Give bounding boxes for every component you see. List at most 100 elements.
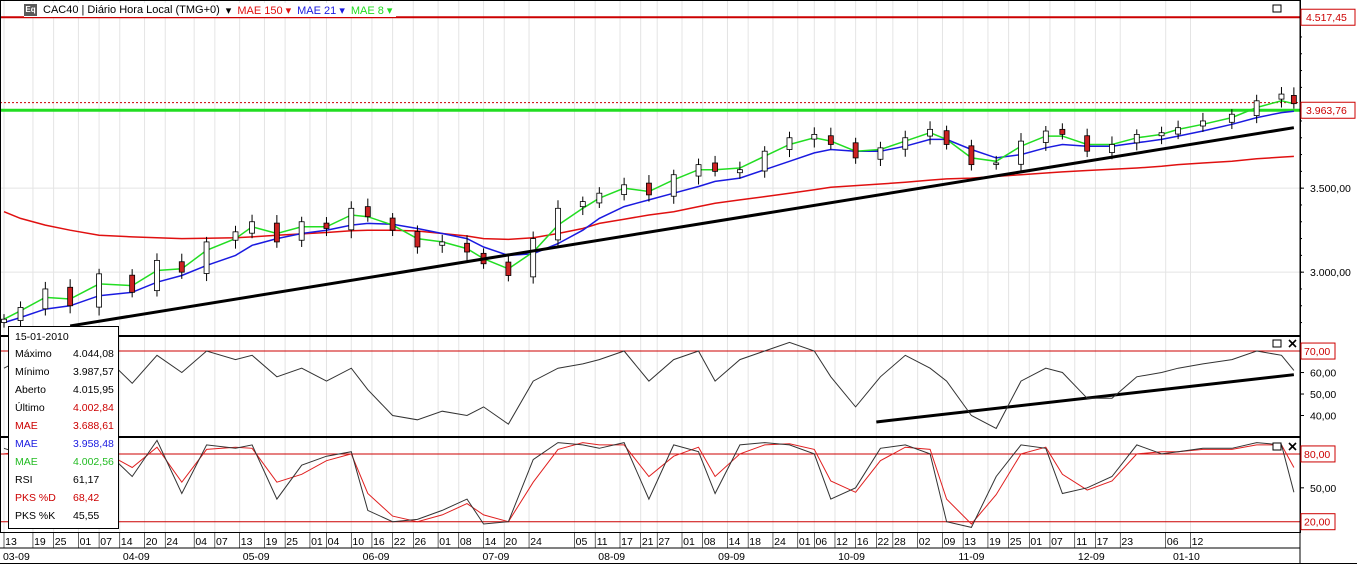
- x-day-label: 20: [505, 536, 517, 548]
- x-day-label: 14: [729, 536, 741, 548]
- x-day-label: 04: [195, 536, 207, 548]
- pks-k-line: [3, 439, 1295, 528]
- price-label-box: [1300, 8, 1356, 26]
- x-day-label: 13: [5, 536, 17, 548]
- rsi-trendline[interactable]: [876, 373, 1295, 424]
- info-row-maximo: Máximo 4.044,08: [15, 348, 114, 360]
- candle-body: [695, 164, 702, 177]
- maximize-panel-icon[interactable]: [1272, 339, 1282, 348]
- info-row-minimo: Mínimo 3.987,57: [15, 366, 114, 378]
- indicator-mae-21[interactable]: MAE 21 ▾: [297, 4, 345, 17]
- candle-body: [1158, 132, 1165, 137]
- rsi-tick-label: 40,00: [1310, 411, 1336, 423]
- trendlines[interactable]: [69, 126, 1295, 424]
- candle-body: [249, 221, 255, 234]
- candle-body: [1059, 128, 1066, 135]
- candle-body: [712, 162, 718, 172]
- info-row-mae-8: MAE 4.002,56: [15, 456, 114, 468]
- candle-body: [621, 184, 628, 195]
- x-day-label: 14: [121, 536, 133, 548]
- candle-body: [1253, 100, 1260, 116]
- x-month-label: 05-09: [243, 551, 270, 563]
- x-day-label: 20: [146, 536, 158, 548]
- x-day-label: 07: [100, 536, 112, 548]
- indicator-mae-8[interactable]: MAE 8 ▾: [350, 4, 393, 17]
- x-day-label: 13: [964, 536, 976, 548]
- x-day-label: 02: [919, 536, 931, 548]
- close-icon-stroke: [1288, 339, 1297, 348]
- maximize-panel-icon[interactable]: [1272, 442, 1282, 451]
- x-day-label: 07: [1051, 536, 1063, 548]
- x-month-label: 12-09: [1078, 551, 1105, 563]
- candle-body: [555, 207, 561, 241]
- mae-21-line: [3, 110, 1294, 324]
- candle-body: [439, 241, 446, 246]
- candle-body: [1290, 95, 1297, 105]
- candle-body: [579, 201, 586, 208]
- x-day-label: 13: [241, 536, 253, 548]
- candle-body: [1042, 130, 1049, 143]
- x-day-label: 06: [1167, 536, 1179, 548]
- x-day-label: 11: [597, 536, 608, 548]
- x-month-label: 07-09: [483, 551, 510, 563]
- chart-title[interactable]: CAC40 | Diário Hora Local (TMG+0): [43, 4, 220, 16]
- info-row-pks-k: PKS %K 45,55: [15, 510, 100, 522]
- panel-controls[interactable]: [1272, 4, 1297, 451]
- maximize-panel-icon[interactable]: [1272, 4, 1282, 13]
- info-row-mae-150: MAE 3.688,61: [15, 420, 114, 432]
- x-month-label: 10-09: [838, 551, 865, 563]
- candle-body: [232, 231, 239, 241]
- x-day-label: 22: [877, 536, 889, 548]
- x-day-label: 21: [642, 536, 654, 548]
- candle-body: [786, 137, 793, 150]
- x-month-label: 09-09: [718, 551, 745, 563]
- x-day-label: 18: [749, 536, 761, 548]
- candle-body: [17, 307, 24, 321]
- x-day-label: 12: [1192, 536, 1204, 548]
- x-day-label: 17: [1097, 536, 1109, 548]
- candle-body: [1228, 113, 1235, 123]
- candle-body: [1109, 144, 1115, 153]
- grid-lines: [0, 0, 1300, 533]
- candle-body: [993, 162, 1000, 165]
- x-day-label: 17: [621, 536, 633, 548]
- x-day-label: 05: [576, 536, 588, 548]
- candle-body: [348, 207, 355, 231]
- x-day-label: 23: [1121, 536, 1133, 548]
- candle-body: [761, 150, 768, 172]
- close-panel-icon[interactable]: [1288, 339, 1297, 348]
- candle-body: [596, 192, 603, 204]
- candle-body: [1018, 140, 1024, 165]
- x-day-label: 28: [894, 536, 906, 548]
- x-day-label: 01: [683, 536, 695, 548]
- close-panel-icon[interactable]: [1288, 442, 1297, 451]
- candle-body: [827, 135, 834, 145]
- x-day-label: 01: [80, 536, 92, 548]
- title-dropdown-icon[interactable]: ▾: [225, 4, 232, 17]
- rsi-level-label: 70,00: [1304, 346, 1330, 358]
- candle-body: [414, 231, 421, 248]
- info-date: 15-01-2010: [15, 331, 69, 343]
- candle-body: [203, 241, 210, 274]
- pks-level-label: 80,00: [1304, 449, 1330, 461]
- indicator-mae-150[interactable]: MAE 150 ▾: [237, 4, 292, 17]
- x-day-label: 19: [266, 536, 278, 548]
- price-trendline[interactable]: [69, 126, 1295, 328]
- candle-body: [178, 261, 185, 273]
- candle-body: [1175, 127, 1182, 135]
- candle-body: [42, 288, 49, 310]
- candle-body: [1133, 133, 1140, 144]
- candle-body: [154, 259, 160, 292]
- candle-body: [298, 221, 305, 241]
- candle-body: [364, 206, 371, 218]
- candle-body: [323, 222, 330, 229]
- x-day-label: 24: [166, 536, 178, 548]
- x-day-label: 04: [328, 536, 340, 548]
- x-day-label: 11: [1076, 536, 1087, 548]
- rsi-line: [3, 341, 1295, 430]
- candle-body: [1200, 120, 1206, 127]
- x-day-label: 19: [34, 536, 46, 548]
- candle-body: [530, 238, 537, 278]
- candle-body: [670, 174, 677, 197]
